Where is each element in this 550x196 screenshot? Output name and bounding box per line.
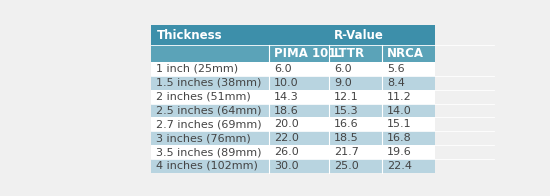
Text: 6.0: 6.0 [334,64,352,74]
Text: 2.5 inches (64mm): 2.5 inches (64mm) [156,105,261,115]
Text: 18.6: 18.6 [274,105,299,115]
Bar [329,131,382,145]
Bar [329,76,382,90]
Bar [329,90,382,104]
Bar [382,145,436,159]
Bar [151,45,269,62]
Bar [151,104,269,117]
Bar [382,117,436,131]
Bar [329,145,382,159]
Bar [151,159,269,173]
Bar [151,131,269,145]
Bar [151,76,269,90]
Text: 11.2: 11.2 [387,92,412,102]
Bar [269,76,329,90]
Text: 16.6: 16.6 [334,119,359,129]
Bar [269,45,329,62]
Bar [269,131,329,145]
Bar [269,104,329,117]
Text: 25.0: 25.0 [334,161,359,171]
Text: 15.1: 15.1 [387,119,412,129]
Bar [329,62,382,76]
Text: 2.7 inches (69mm): 2.7 inches (69mm) [156,119,261,129]
Text: 20.0: 20.0 [274,119,299,129]
Bar [329,117,382,131]
Bar [269,62,329,76]
Bar [382,45,436,62]
Text: 18.5: 18.5 [334,133,359,143]
Text: NRCA: NRCA [387,47,424,60]
Bar [382,76,436,90]
Bar [151,145,269,159]
Bar [382,90,436,104]
Text: 1.5 inches (38mm): 1.5 inches (38mm) [156,78,261,88]
Bar [269,159,329,173]
Bar [382,159,436,173]
Text: 14.3: 14.3 [274,92,299,102]
Text: 9.0: 9.0 [334,78,352,88]
Text: 26.0: 26.0 [274,147,299,157]
Text: 22.0: 22.0 [274,133,299,143]
Text: 3 inches (76mm): 3 inches (76mm) [156,133,250,143]
Bar [151,117,269,131]
Text: 12.1: 12.1 [334,92,359,102]
Text: 21.7: 21.7 [334,147,359,157]
Text: 15.3: 15.3 [334,105,359,115]
Text: 2 inches (51mm): 2 inches (51mm) [156,92,250,102]
Text: 5.6: 5.6 [387,64,405,74]
Text: 1 inch (25mm): 1 inch (25mm) [156,64,238,74]
Text: 10.0: 10.0 [274,78,299,88]
Bar [151,90,269,104]
Text: 16.8: 16.8 [387,133,412,143]
Bar [329,25,436,45]
Text: LTTR: LTTR [334,47,365,60]
Bar [329,104,382,117]
Bar [382,62,436,76]
Text: PIMA 101: PIMA 101 [274,47,337,60]
Text: 4 inches (102mm): 4 inches (102mm) [156,161,257,171]
Bar [269,145,329,159]
Bar [151,62,269,76]
Text: 14.0: 14.0 [387,105,412,115]
Text: 3.5 inches (89mm): 3.5 inches (89mm) [156,147,261,157]
Bar [382,131,436,145]
Text: 19.6: 19.6 [387,147,412,157]
Text: 8.4: 8.4 [387,78,405,88]
Bar [269,90,329,104]
Bar [329,159,382,173]
Bar [382,104,436,117]
Bar [269,117,329,131]
Bar [151,25,329,45]
Text: 6.0: 6.0 [274,64,292,74]
Text: R-Value: R-Value [334,29,384,42]
Text: 30.0: 30.0 [274,161,299,171]
Text: Thickness: Thickness [157,29,223,42]
Text: 22.4: 22.4 [387,161,412,171]
Bar [329,45,382,62]
